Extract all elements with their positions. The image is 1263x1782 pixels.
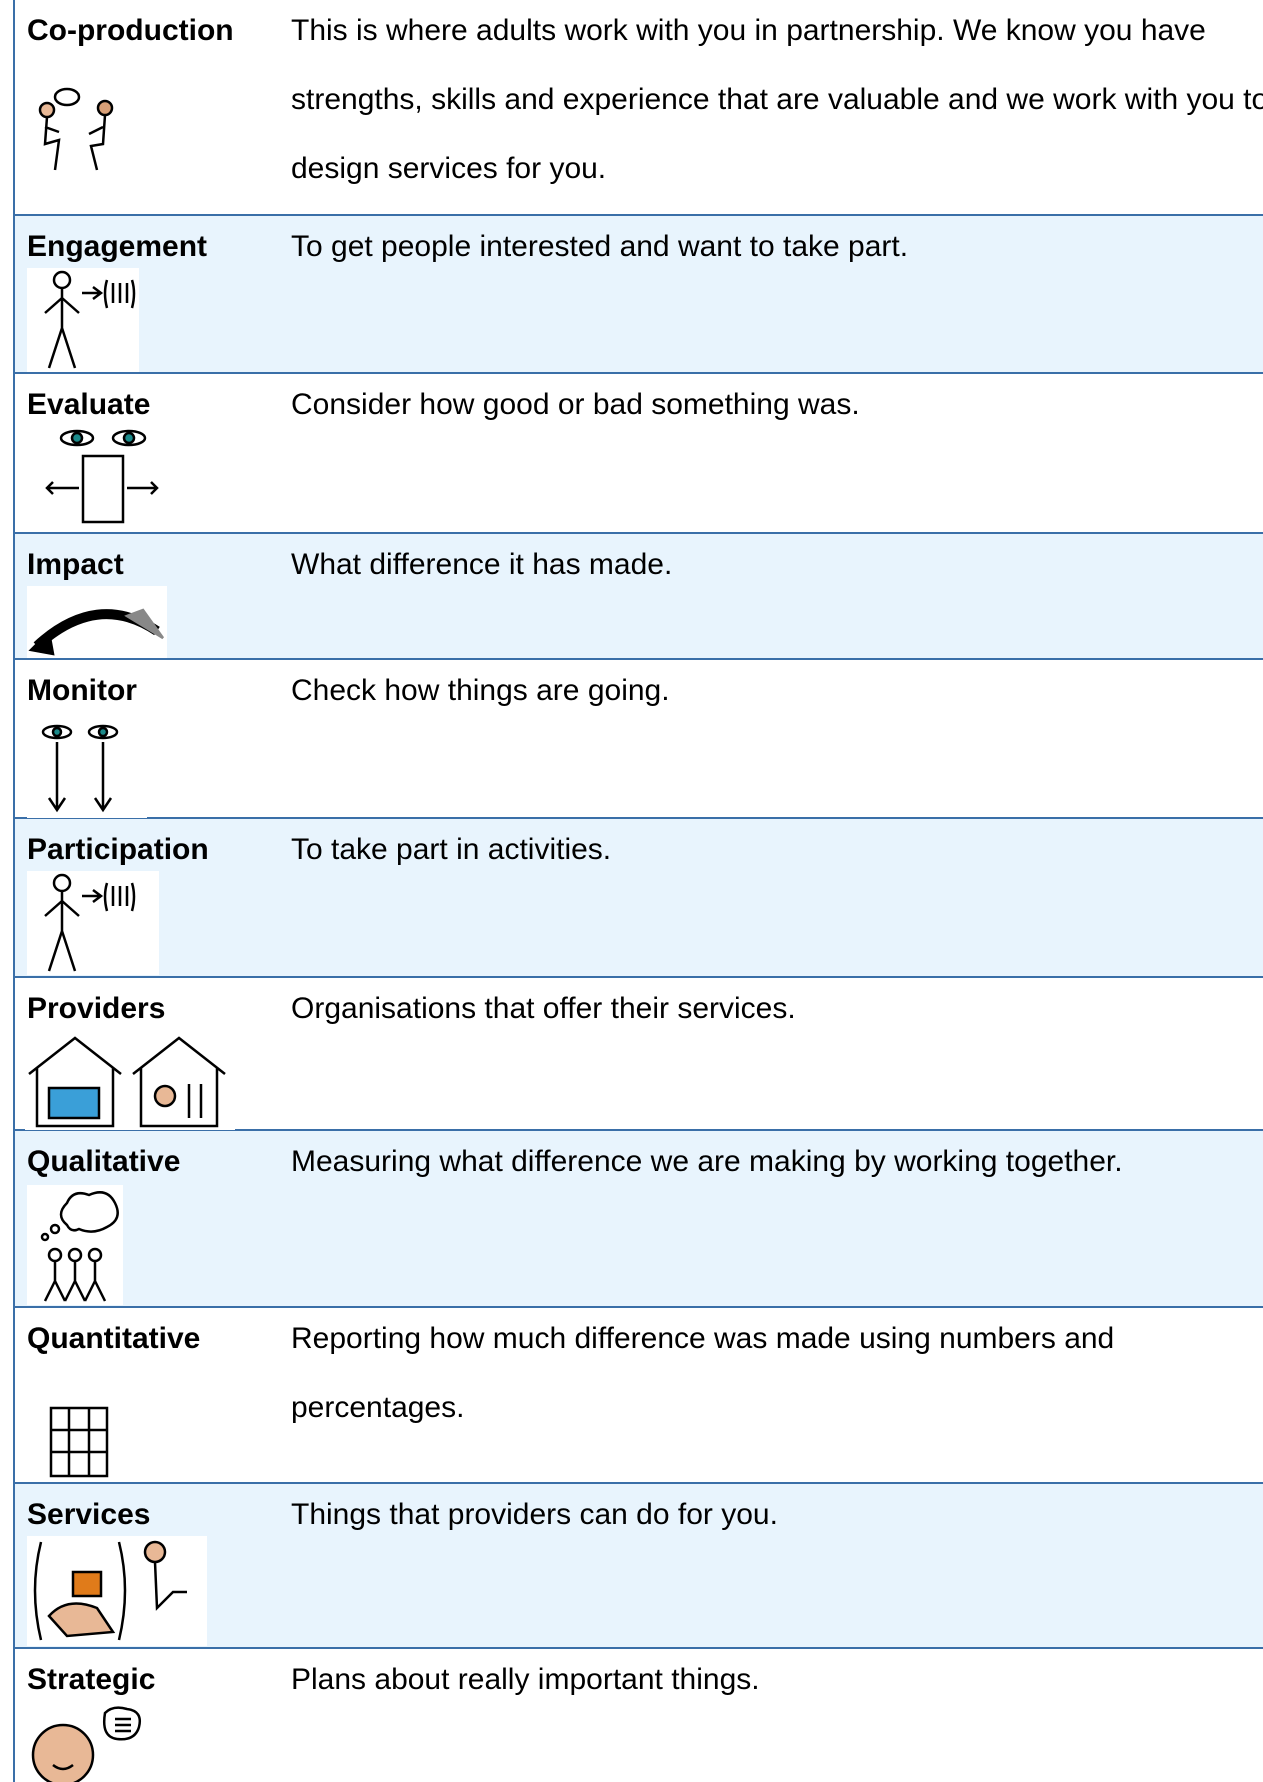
definition: To take part in activities.	[291, 833, 612, 866]
row: Providers Organisations that offer their…	[15, 978, 1263, 1131]
icon	[27, 268, 139, 372]
row: Co-production This is where adults work …	[15, 0, 1263, 216]
definition: Reporting how much difference was made u…	[291, 1322, 1115, 1424]
row: Services Things that providers can do fo…	[15, 1484, 1263, 1649]
term: Providers	[27, 992, 166, 1025]
row: Impact What difference it has made.	[15, 534, 1263, 660]
term: Engagement	[27, 230, 208, 263]
definition: Organisations that offer their services.	[291, 992, 796, 1025]
row: Monitor Check how things are going.	[15, 660, 1263, 819]
term: Monitor	[27, 674, 137, 707]
icon	[27, 82, 127, 182]
row: Participation To take part in activities…	[15, 819, 1263, 978]
definition: Plans about really important things.	[291, 1663, 760, 1696]
definition: Check how things are going.	[291, 674, 670, 707]
icon	[27, 1185, 123, 1305]
icon	[27, 1705, 147, 1782]
definition: Things that providers can do for you.	[291, 1498, 778, 1531]
icon	[27, 1536, 207, 1646]
row: Engagement To get people interested and …	[15, 216, 1263, 374]
icon	[39, 426, 159, 530]
definition: Measuring what difference we are making …	[291, 1145, 1123, 1178]
term: Impact	[27, 548, 124, 581]
row: Strategic Plans about really important t…	[15, 1649, 1263, 1782]
term: Participation	[27, 833, 209, 866]
row: Evaluate Consider how good or bad someth…	[15, 374, 1263, 534]
icon	[27, 1374, 127, 1478]
term: Evaluate	[27, 388, 151, 421]
icon	[27, 586, 167, 658]
term: Services	[27, 1498, 151, 1531]
term: Co-production	[27, 14, 234, 47]
term: Qualitative	[27, 1145, 181, 1178]
icon	[25, 1034, 235, 1130]
glossary-table: Co-production This is where adults work …	[13, 0, 1263, 1782]
definition: To get people interested and want to tak…	[291, 230, 909, 263]
definition: What difference it has made.	[291, 548, 673, 581]
term: Quantitative	[27, 1322, 201, 1355]
icon	[27, 871, 159, 975]
icon	[27, 722, 147, 818]
definition: Consider how good or bad something was.	[291, 388, 860, 421]
row: Quantitative Reporting how much differen…	[15, 1308, 1263, 1484]
definition: This is where adults work with you in pa…	[291, 14, 1263, 185]
term: Strategic	[27, 1663, 156, 1696]
row: Qualitative Measuring what difference we…	[15, 1131, 1263, 1308]
